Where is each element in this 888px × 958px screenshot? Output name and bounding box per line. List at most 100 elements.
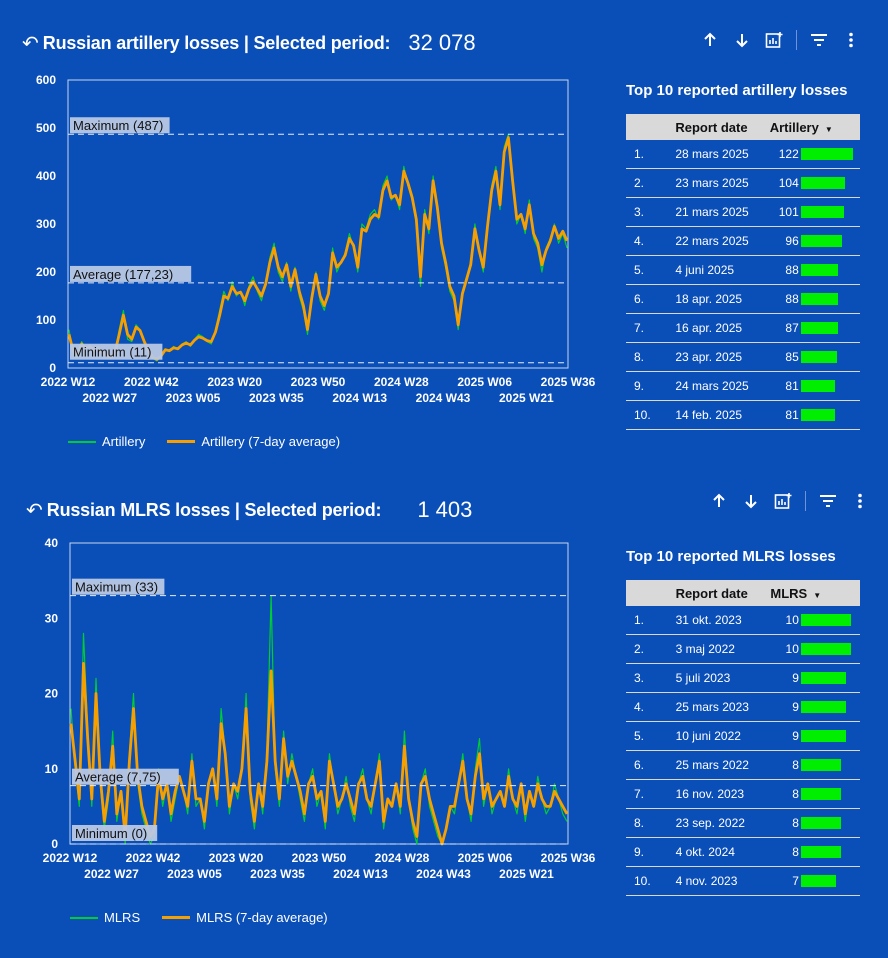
more-vert-icon[interactable] (835, 28, 867, 52)
table-row[interactable]: 2. 23 mars 2025 104 (626, 168, 860, 198)
date-cell: 23 mars 2025 (675, 168, 770, 198)
value-cell: 122 (769, 140, 801, 169)
arrow-down-icon[interactable] (735, 489, 767, 513)
reference-label: Maximum (487) (73, 118, 163, 133)
value-cell: 7 (770, 866, 801, 896)
rank-cell: 4. (626, 692, 676, 722)
legend-label-avg: Artillery (7-day average) (201, 434, 341, 449)
reset-icon[interactable]: ↶ (22, 32, 39, 55)
value-bar (800, 788, 841, 800)
reference-label: Average (177,23) (73, 267, 173, 282)
date-cell: 14 feb. 2025 (675, 400, 770, 430)
value-bar (800, 351, 837, 363)
mlrs-top10-title: Top 10 reported MLRS losses (626, 548, 836, 565)
y-tick-label: 0 (49, 361, 56, 375)
rank-cell: 10. (626, 400, 676, 430)
x-tick-label: 2024 W43 (416, 867, 471, 881)
sort-desc-icon[interactable]: ▼ (824, 124, 833, 134)
legend-item-raw[interactable]: MLRS (70, 910, 140, 925)
reference-label: Minimum (0) (75, 826, 147, 841)
header-date[interactable]: Report date (675, 580, 771, 606)
rank-cell: 3. (626, 197, 676, 227)
header-value[interactable]: Artillery ▼ (769, 114, 860, 140)
reference-label: Minimum (11) (73, 345, 152, 360)
arrow-down-icon[interactable] (726, 28, 758, 52)
table-row[interactable]: 1. 31 okt. 2023 10 (626, 606, 860, 635)
chart-add-icon[interactable] (767, 489, 799, 513)
rank-cell: 5. (626, 255, 676, 285)
table-row[interactable]: 1. 28 mars 2025 122 (626, 140, 860, 169)
bar-cell (800, 140, 860, 169)
table-row[interactable]: 6. 25 mars 2022 8 (626, 750, 860, 780)
artillery-total: 32 078 (408, 30, 476, 55)
value-bar (800, 206, 844, 218)
value-cell: 88 (769, 255, 801, 285)
table-row[interactable]: 9. 4 okt. 2024 8 (626, 837, 860, 867)
x-tick-label: 2023 W35 (249, 391, 304, 405)
value-cell: 8 (770, 779, 801, 809)
chart-add-icon[interactable] (758, 28, 790, 52)
x-tick-label: 2024 W28 (375, 851, 430, 865)
bar-cell (800, 197, 860, 227)
table-row[interactable]: 4. 25 mars 2023 9 (626, 692, 860, 722)
table-row[interactable]: 9. 24 mars 2025 81 (626, 371, 860, 401)
sort-desc-icon[interactable]: ▼ (813, 590, 822, 600)
filter-icon[interactable] (812, 489, 844, 513)
bar-cell (800, 634, 860, 664)
x-tick-label: 2022 W12 (41, 375, 96, 389)
value-bar (800, 875, 836, 887)
arrow-up-icon[interactable] (694, 28, 726, 52)
value-bar (800, 148, 853, 160)
table-row[interactable]: 8. 23 sep. 2022 8 (626, 808, 860, 838)
artillery-top10-table: Report date Artillery ▼ 1. 28 mars 2025 122… (626, 114, 860, 430)
table-row[interactable]: 7. 16 nov. 2023 8 (626, 779, 860, 809)
y-tick-label: 20 (45, 687, 59, 701)
bar-cell (800, 371, 860, 401)
rank-cell: 10. (626, 866, 676, 896)
plot-frame (69, 542, 569, 845)
filter-icon[interactable] (803, 28, 835, 52)
mlrs-top10-table: Report date MLRS ▼ 1. 31 okt. 2023 10 2. 3 ma… (626, 580, 860, 896)
legend-item-avg[interactable]: Artillery (7-day average) (167, 434, 340, 449)
legend-item-raw[interactable]: Artillery (68, 434, 145, 449)
date-cell: 21 mars 2025 (675, 197, 770, 227)
date-cell: 23 apr. 2025 (675, 342, 770, 372)
table-row[interactable]: 3. 21 mars 2025 101 (626, 197, 860, 227)
arrow-up-icon[interactable] (703, 489, 735, 513)
legend-swatch-raw (68, 440, 96, 443)
value-cell: 8 (770, 750, 801, 780)
date-cell: 4 juni 2025 (675, 255, 770, 285)
header-date[interactable]: Report date (675, 114, 770, 140)
table-row[interactable]: 5. 10 juni 2022 9 (626, 721, 860, 751)
bar-cell (800, 226, 860, 256)
bar-cell (800, 313, 860, 343)
date-cell: 4 okt. 2024 (675, 837, 771, 867)
table-row[interactable]: 8. 23 apr. 2025 85 (626, 342, 860, 372)
table-row[interactable]: 10. 4 nov. 2023 7 (626, 866, 860, 896)
table-row[interactable]: 3. 5 juli 2023 9 (626, 663, 860, 693)
header-value-label: MLRS (770, 585, 808, 601)
bar-cell (800, 808, 860, 838)
table-row[interactable]: 7. 16 apr. 2025 87 (626, 313, 860, 343)
date-cell: 16 nov. 2023 (675, 779, 771, 809)
value-bar (800, 730, 846, 742)
value-cell: 88 (769, 284, 801, 314)
legend-item-avg[interactable]: MLRS (7-day average) (162, 910, 328, 925)
y-tick-label: 200 (36, 265, 56, 279)
table-row[interactable]: 5. 4 juni 2025 88 (626, 255, 860, 285)
reset-icon[interactable]: ↶ (26, 499, 43, 522)
table-row[interactable]: 6. 18 apr. 2025 88 (626, 284, 860, 314)
value-cell: 81 (769, 371, 801, 401)
bar-cell (800, 255, 860, 285)
y-tick-label: 30 (45, 611, 59, 625)
table-row[interactable]: 2. 3 maj 2022 10 (626, 634, 860, 664)
header-value[interactable]: MLRS ▼ (770, 580, 860, 606)
table-row[interactable]: 4. 22 mars 2025 96 (626, 226, 860, 256)
header-rank (626, 580, 676, 606)
artillery-title: Russian artillery losses | Selected peri… (42, 32, 391, 53)
bar-cell (800, 692, 860, 722)
more-vert-icon[interactable] (844, 489, 876, 513)
y-tick-label: 300 (36, 217, 56, 231)
table-row[interactable]: 10. 14 feb. 2025 81 (626, 400, 860, 430)
rank-cell: 8. (626, 808, 676, 838)
